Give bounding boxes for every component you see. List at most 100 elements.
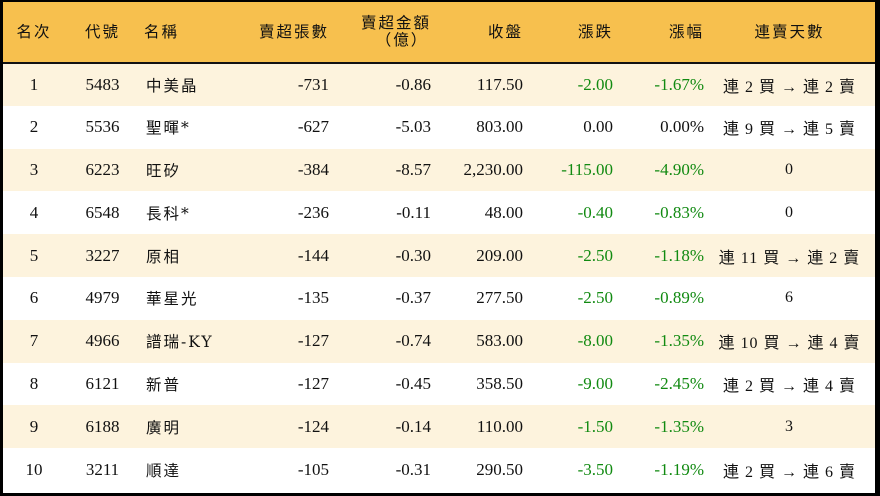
net-sell-amount-cell: -0.31 xyxy=(395,459,431,479)
change-cell: -2.00 xyxy=(577,74,613,94)
code-cell: 5536 xyxy=(85,117,120,137)
table-row: 5 3227 原相 -144 -0.30 209.00 -2.50 -1.18%… xyxy=(3,234,875,277)
net-sell-amount-cell: -0.11 xyxy=(396,202,431,222)
net-sell-lots-cell: -127 xyxy=(297,373,329,393)
change-cell: -2.50 xyxy=(577,245,613,265)
net-sell-amount-cell: -5.03 xyxy=(395,117,431,137)
rank-cell: 6 xyxy=(29,288,39,308)
net-sell-lots-cell: -731 xyxy=(297,74,329,94)
header-rank: 名次 xyxy=(16,22,52,41)
streak-cell: 連 9 買 → 連 5 賣 xyxy=(722,121,856,139)
streak-cell: 連 11 買 → 連 2 賣 xyxy=(718,249,861,267)
rank-cell: 8 xyxy=(29,373,39,393)
header-code: 代號 xyxy=(84,22,120,41)
code-cell: 4979 xyxy=(85,288,120,308)
code-cell: 5483 xyxy=(85,74,120,94)
net-sell-ranking-table-frame: 名次 代號 名稱 賣超張數 賣超金額 （億） 收盤 漲跌 漲幅 連賣天數 1 5… xyxy=(3,2,875,493)
change-pct-cell: -4.90% xyxy=(654,159,704,179)
table-row: 3 6223 旺矽 -384 -8.57 2,230.00 -115.00 -4… xyxy=(3,148,875,192)
streak-cell: 連 10 買 → 連 4 賣 xyxy=(718,335,861,353)
streak-cell: 3 xyxy=(785,417,794,435)
net-sell-amount-cell: -0.74 xyxy=(395,331,431,351)
name-cell: 中美晶 xyxy=(146,76,199,95)
rank-cell: 5 xyxy=(29,245,39,265)
code-cell: 6223 xyxy=(85,159,120,179)
header-net-sell-amount-line2: （億） xyxy=(375,31,429,49)
net-sell-amount-cell: -0.14 xyxy=(395,416,431,436)
table-row: 8 6121 新普 -127 -0.45 358.50 -9.00 -2.45%… xyxy=(3,362,875,406)
streak-cell: 連 2 買 → 連 4 賣 xyxy=(722,377,856,395)
table-row: 2 5536 聖暉* -627 -5.03 803.00 0.00 0.00% … xyxy=(3,105,875,149)
close-cell: 290.50 xyxy=(476,459,523,479)
close-cell: 277.50 xyxy=(476,288,523,308)
net-sell-lots-cell: -105 xyxy=(297,459,329,479)
close-cell: 117.50 xyxy=(476,74,523,94)
code-cell: 6188 xyxy=(85,416,120,436)
change-pct-cell: 0.00% xyxy=(660,117,704,137)
table-row: 9 6188 廣明 -124 -0.14 110.00 -1.50 -1.35%… xyxy=(3,405,875,449)
rank-cell: 2 xyxy=(29,117,39,137)
change-cell: -3.50 xyxy=(577,459,613,479)
name-cell: 華星光 xyxy=(146,290,199,309)
close-cell: 358.50 xyxy=(476,373,523,393)
table-row: 10 3211 順達 -105 -0.31 290.50 -3.50 -1.19… xyxy=(3,448,875,491)
header-streak: 連賣天數 xyxy=(754,22,825,41)
net-sell-lots-cell: -144 xyxy=(297,245,329,265)
table-row: 1 5483 中美晶 -731 -0.86 117.50 -2.00 -1.67… xyxy=(3,63,875,106)
change-pct-cell: -1.18% xyxy=(654,245,704,265)
rank-cell: 1 xyxy=(29,74,39,94)
change-pct-cell: -1.67% xyxy=(654,74,704,94)
change-pct-cell: -1.35% xyxy=(654,416,704,436)
change-cell: -9.00 xyxy=(577,373,613,393)
header-net-sell-lots: 賣超張數 xyxy=(258,22,329,41)
name-cell: 原相 xyxy=(146,247,182,266)
change-pct-cell: -1.19% xyxy=(654,459,704,479)
change-cell: 0.00 xyxy=(583,117,613,137)
net-sell-lots-cell: -384 xyxy=(297,159,329,179)
name-cell: 譜瑞-KY xyxy=(146,333,214,352)
net-sell-lots-cell: -135 xyxy=(297,288,329,308)
streak-cell: 連 2 買 → 連 6 賣 xyxy=(722,463,856,481)
header-close: 收盤 xyxy=(487,22,523,41)
name-cell: 旺矽 xyxy=(146,161,182,180)
rank-cell: 9 xyxy=(29,416,39,436)
change-pct-cell: -0.83% xyxy=(654,202,704,222)
change-cell: -0.40 xyxy=(577,202,613,222)
change-pct-cell: -0.89% xyxy=(654,288,704,308)
table-row: 6 4979 華星光 -135 -0.37 277.50 -2.50 -0.89… xyxy=(3,276,875,320)
code-cell: 3211 xyxy=(85,459,120,479)
change-cell: -8.00 xyxy=(577,331,613,351)
rank-cell: 4 xyxy=(29,202,39,222)
close-cell: 48.00 xyxy=(484,202,523,222)
rank-cell: 7 xyxy=(29,331,39,351)
close-cell: 803.00 xyxy=(476,117,523,137)
header-name: 名稱 xyxy=(144,22,180,41)
change-pct-cell: -2.45% xyxy=(654,373,704,393)
change-pct-cell: -1.35% xyxy=(654,331,704,351)
net-sell-amount-cell: -0.37 xyxy=(395,288,431,308)
name-cell: 長科* xyxy=(146,204,191,223)
change-cell: -1.50 xyxy=(577,416,613,436)
code-cell: 6548 xyxy=(85,202,120,222)
header-net-sell-amount: 賣超金額 （億） xyxy=(329,2,431,63)
code-cell: 6121 xyxy=(85,373,120,393)
net-sell-lots-cell: -127 xyxy=(297,331,329,351)
name-cell: 廣明 xyxy=(146,418,182,437)
net-sell-amount-cell: -0.30 xyxy=(395,245,431,265)
net-sell-amount-cell: -8.57 xyxy=(395,159,431,179)
streak-cell: 連 2 買 → 連 2 賣 xyxy=(722,78,856,96)
net-sell-amount-cell: -0.45 xyxy=(395,373,431,393)
name-cell: 聖暉* xyxy=(146,119,191,138)
change-cell: -115.00 xyxy=(561,159,613,179)
net-sell-lots-cell: -627 xyxy=(297,117,329,137)
header-change-pct: 漲幅 xyxy=(668,22,704,41)
header-row: 名次 代號 名稱 賣超張數 賣超金額 （億） 收盤 漲跌 漲幅 連賣天數 xyxy=(3,2,875,63)
close-cell: 110.00 xyxy=(476,416,523,436)
net-sell-lots-cell: -236 xyxy=(297,202,329,222)
close-cell: 209.00 xyxy=(476,245,523,265)
header-change: 漲跌 xyxy=(577,22,613,41)
table-row: 7 4966 譜瑞-KY -127 -0.74 583.00 -8.00 -1.… xyxy=(3,319,875,363)
close-cell: 583.00 xyxy=(476,331,523,351)
streak-cell: 0 xyxy=(785,203,794,221)
streak-cell: 6 xyxy=(785,289,794,307)
